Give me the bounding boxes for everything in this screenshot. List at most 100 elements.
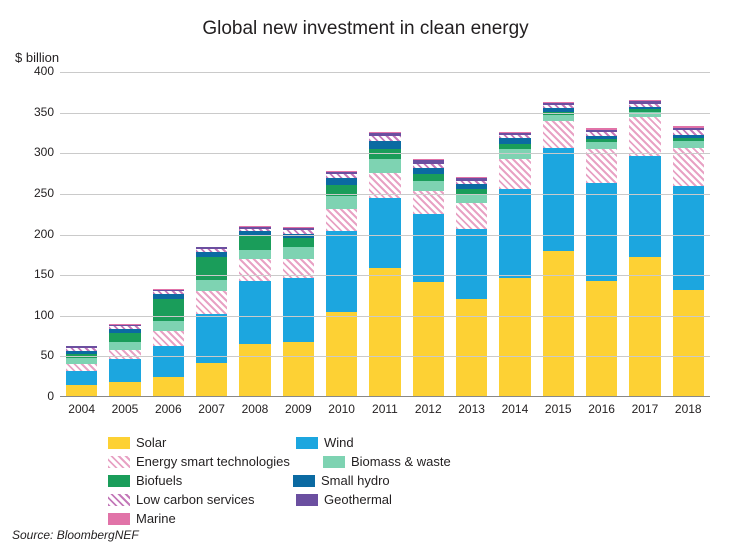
bar-segment-wind <box>153 346 184 377</box>
bar-segment-biomass <box>369 159 400 174</box>
bar-segment-est <box>239 259 270 282</box>
gridline <box>60 113 710 114</box>
legend-swatch <box>323 456 345 468</box>
gridline <box>60 72 710 73</box>
bar-segment-wind <box>413 214 444 282</box>
bar-segment-est <box>109 350 140 360</box>
x-tick-label: 2010 <box>328 402 355 416</box>
bar-segment-biomass <box>326 196 357 209</box>
legend-item-solar: Solar <box>108 435 286 450</box>
bar-column: 2007 <box>196 247 227 397</box>
bar-segment-biomass <box>586 142 617 149</box>
gridline <box>60 194 710 195</box>
x-tick-label: 2018 <box>675 402 702 416</box>
legend-label: Low carbon services <box>136 492 255 507</box>
legend-swatch <box>108 437 130 449</box>
legend-swatch <box>108 494 130 506</box>
bar-segment-solar <box>196 363 227 396</box>
y-tick-label: 400 <box>34 64 54 78</box>
legend-swatch <box>108 475 130 487</box>
chart-title: Global new investment in clean energy <box>0 0 731 40</box>
x-tick-label: 2014 <box>502 402 529 416</box>
bar-segment-est <box>499 159 530 189</box>
legend: SolarWindEnergy smart technologiesBiomas… <box>108 435 668 530</box>
bar-column: 2008 <box>239 226 270 396</box>
bar-column: 2009 <box>283 227 314 396</box>
bar-segment-wind <box>283 278 314 341</box>
legend-swatch <box>108 513 130 525</box>
bar-column: 2015 <box>543 102 574 396</box>
legend-label: Energy smart technologies <box>136 454 290 469</box>
x-tick-label: 2011 <box>372 402 398 416</box>
bar-segment-wind <box>326 231 357 311</box>
legend-label: Geothermal <box>324 492 392 507</box>
bar-segment-biomass <box>153 321 184 331</box>
legend-item-biomass: Biomass & waste <box>323 454 501 469</box>
bar-segment-wind <box>456 229 487 298</box>
legend-item-geo: Geothermal <box>296 492 471 507</box>
x-tick-label: 2005 <box>112 402 139 416</box>
bar-segment-biofuels <box>196 257 227 280</box>
bar-segment-biofuels <box>283 238 314 248</box>
bar-column: 2013 <box>456 177 487 396</box>
bar-segment-solar <box>629 257 660 396</box>
bar-segment-wind <box>239 281 270 344</box>
legend-item-est: Energy smart technologies <box>108 454 313 469</box>
legend-item-marine: Marine <box>108 511 313 526</box>
legend-label: Small hydro <box>321 473 390 488</box>
legend-swatch <box>108 456 130 468</box>
x-tick-label: 2008 <box>242 402 269 416</box>
bar-segment-wind <box>66 371 97 386</box>
x-tick-label: 2017 <box>632 402 659 416</box>
legend-label: Marine <box>136 511 176 526</box>
bar-segment-wind <box>369 198 400 268</box>
bar-segment-solar <box>66 385 97 396</box>
bar-segment-solar <box>283 342 314 396</box>
chart-container: Global new investment in clean energy $ … <box>0 0 731 550</box>
bar-segment-solar <box>326 312 357 397</box>
bar-segment-solar <box>413 282 444 396</box>
x-tick-label: 2013 <box>458 402 485 416</box>
x-tick-label: 2012 <box>415 402 442 416</box>
bar-segment-biofuels <box>109 333 140 341</box>
bar-segment-solar <box>499 278 530 396</box>
legend-swatch <box>293 475 315 487</box>
bar-segment-wind <box>109 359 140 382</box>
bar-segment-solar <box>456 299 487 397</box>
legend-swatch <box>296 437 318 449</box>
bar-segment-biomass <box>109 342 140 350</box>
bar-segment-est <box>543 121 574 148</box>
bar-segment-hydro <box>369 141 400 149</box>
legend-label: Solar <box>136 435 166 450</box>
bar-segment-biofuels <box>153 299 184 322</box>
bar-segment-biomass <box>196 280 227 291</box>
bar-column: 2010 <box>326 171 357 396</box>
legend-swatch <box>296 494 318 506</box>
bar-segment-biofuels <box>239 235 270 250</box>
x-tick-label: 2004 <box>68 402 95 416</box>
bar-segment-wind <box>196 314 227 363</box>
bar-segment-biomass <box>456 195 487 203</box>
x-tick-label: 2016 <box>588 402 615 416</box>
plot-area: 2004200520062007200820092010201120122013… <box>60 72 710 397</box>
legend-item-biofuels: Biofuels <box>108 473 283 488</box>
y-tick-label: 50 <box>41 348 54 362</box>
y-tick-label: 0 <box>47 389 54 403</box>
bar-column: 2017 <box>629 100 660 396</box>
bar-segment-solar <box>543 251 574 396</box>
bar-segment-solar <box>673 290 704 396</box>
gridline <box>60 356 710 357</box>
bar-segment-solar <box>369 268 400 396</box>
legend-item-lcs: Low carbon services <box>108 492 286 507</box>
bar-segment-solar <box>153 377 184 397</box>
bar-segment-solar <box>239 344 270 396</box>
x-tick-label: 2007 <box>198 402 225 416</box>
bar-segment-biomass <box>283 247 314 258</box>
bar-column: 2006 <box>153 289 184 396</box>
bar-segment-wind <box>629 156 660 258</box>
y-tick-label: 150 <box>34 267 54 281</box>
bar-segment-biomass <box>673 141 704 148</box>
bar-segment-est <box>326 209 357 231</box>
gridline <box>60 275 710 276</box>
bar-column: 2004 <box>66 346 97 396</box>
